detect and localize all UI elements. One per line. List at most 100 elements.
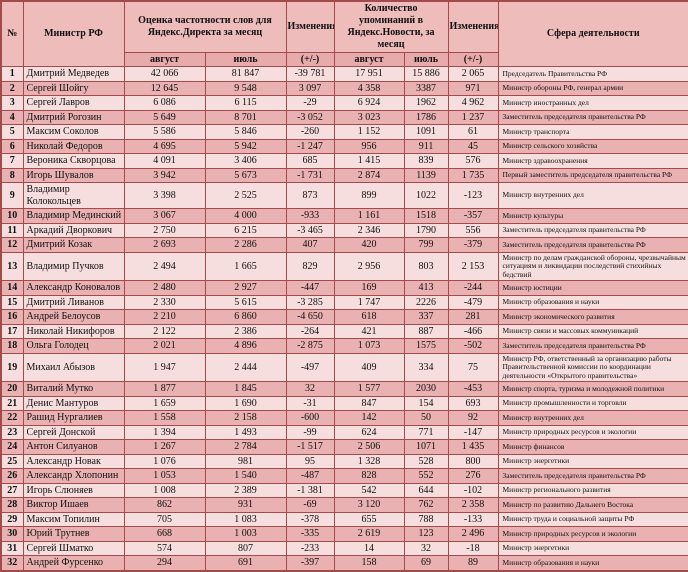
cell-sphere: Министр регионального развития bbox=[497, 482, 688, 498]
cell-news-august: 624 bbox=[333, 424, 405, 440]
cell-rank: 26 bbox=[0, 468, 24, 484]
cell-rank: 10 bbox=[0, 208, 24, 224]
cell-rank: 24 bbox=[0, 439, 24, 455]
cell-news-july: 15 886 bbox=[403, 66, 449, 82]
cell-news-change: -123 bbox=[447, 182, 499, 209]
cell-direct-july: 1 690 bbox=[204, 395, 287, 411]
cell-news-august: 420 bbox=[333, 237, 405, 253]
cell-sphere: Министр образования и науки bbox=[497, 555, 688, 571]
cell-direct-august: 5 649 bbox=[123, 109, 206, 125]
cell-minister-name: Андрей Белоусов bbox=[22, 309, 125, 325]
subheader-july-direct: июль bbox=[204, 52, 287, 67]
cell-direct-july: 81 847 bbox=[204, 66, 287, 82]
table-row: 13 Владимир Пучков 2 494 1 665 829 2 956… bbox=[0, 251, 688, 281]
cell-direct-august: 1 267 bbox=[123, 439, 206, 455]
header-news-group: Количество упоминаний в Яндекс.Новости, … bbox=[333, 0, 449, 53]
cell-news-august: 409 bbox=[333, 352, 405, 382]
cell-direct-july: 8 701 bbox=[204, 109, 287, 125]
cell-direct-july: 2 386 bbox=[204, 323, 287, 339]
cell-rank: 4 bbox=[0, 109, 24, 125]
table-row: 20 Виталий Мутко 1 877 1 845 32 1 577 20… bbox=[0, 381, 688, 397]
cell-direct-change: -933 bbox=[285, 208, 335, 224]
cell-news-august: 956 bbox=[333, 138, 405, 154]
cell-rank: 11 bbox=[0, 222, 24, 238]
cell-direct-change: -1 731 bbox=[285, 167, 335, 183]
cell-sphere: Заместитель председателя правительства Р… bbox=[497, 338, 688, 354]
cell-news-change: 89 bbox=[447, 555, 499, 571]
cell-direct-july: 2 444 bbox=[204, 352, 287, 382]
cell-news-july: 154 bbox=[403, 395, 449, 411]
cell-news-change: -133 bbox=[447, 511, 499, 527]
cell-direct-august: 2 122 bbox=[123, 323, 206, 339]
cell-direct-august: 2 480 bbox=[123, 280, 206, 296]
cell-minister-name: Владимир Мединский bbox=[22, 208, 125, 224]
cell-minister-name: Михаил Абызов bbox=[22, 352, 125, 382]
cell-news-july: 1091 bbox=[403, 124, 449, 140]
cell-news-change: -453 bbox=[447, 381, 499, 397]
cell-news-july: 1790 bbox=[403, 222, 449, 238]
table-row: 17 Николай Никифоров 2 122 2 386 -264 42… bbox=[0, 323, 688, 339]
cell-direct-change: -264 bbox=[285, 323, 335, 339]
cell-news-august: 1 161 bbox=[333, 208, 405, 224]
cell-direct-august: 705 bbox=[123, 511, 206, 527]
cell-direct-august: 1 947 bbox=[123, 352, 206, 382]
cell-minister-name: Виталий Мутко bbox=[22, 381, 125, 397]
cell-rank: 8 bbox=[0, 167, 24, 183]
table-row: 30 Юрий Трутнев 668 1 003 -335 2 619 123… bbox=[0, 526, 688, 542]
cell-rank: 25 bbox=[0, 453, 24, 469]
cell-news-august: 421 bbox=[333, 323, 405, 339]
cell-direct-change: 873 bbox=[285, 182, 335, 209]
table-row: 5 Максим Соколов 5 586 5 846 -260 1 152 … bbox=[0, 124, 688, 140]
cell-rank: 12 bbox=[0, 237, 24, 253]
table-row: 12 Дмитрий Козак 2 693 2 286 407 420 799… bbox=[0, 237, 688, 253]
table-row: 31 Сергей Шматко 574 807 -233 14 32 -18 … bbox=[0, 540, 688, 556]
cell-direct-july: 2 286 bbox=[204, 237, 287, 253]
cell-minister-name: Вероника Скворцова bbox=[22, 153, 125, 169]
table-row: 19 Михаил Абызов 1 947 2 444 -497 409 33… bbox=[0, 352, 688, 382]
cell-direct-august: 1 394 bbox=[123, 424, 206, 440]
cell-sphere: Первый заместитель председателя правител… bbox=[497, 167, 688, 183]
cell-news-july: 771 bbox=[403, 424, 449, 440]
table-row: 22 Рашид Нургалиев 1 558 2 158 -600 142 … bbox=[0, 410, 688, 426]
table-row: 9 Владимир Колокольцев 3 398 2 525 873 8… bbox=[0, 182, 688, 209]
cell-direct-july: 981 bbox=[204, 453, 287, 469]
cell-news-july: 1071 bbox=[403, 439, 449, 455]
cell-rank: 7 bbox=[0, 153, 24, 169]
cell-direct-july: 1 665 bbox=[204, 251, 287, 281]
cell-direct-change: -335 bbox=[285, 526, 335, 542]
cell-minister-name: Николай Федоров bbox=[22, 138, 125, 154]
subheader-august-direct: август bbox=[123, 52, 206, 67]
cell-direct-august: 4 695 bbox=[123, 138, 206, 154]
cell-minister-name: Виктор Ишаев bbox=[22, 497, 125, 513]
table-row: 3 Сергей Лавров 6 086 6 115 -29 6 924 19… bbox=[0, 95, 688, 111]
cell-minister-name: Антон Силуанов bbox=[22, 439, 125, 455]
cell-news-change: 4 962 bbox=[447, 95, 499, 111]
cell-direct-change: 3 097 bbox=[285, 80, 335, 96]
cell-direct-august: 4 091 bbox=[123, 153, 206, 169]
cell-news-change: 800 bbox=[447, 453, 499, 469]
cell-sphere: Министр природных ресурсов и экологии bbox=[497, 424, 688, 440]
cell-news-july: 69 bbox=[403, 555, 449, 571]
cell-minister-name: Дмитрий Козак bbox=[22, 237, 125, 253]
cell-news-change: 2 496 bbox=[447, 526, 499, 542]
cell-direct-august: 12 645 bbox=[123, 80, 206, 96]
cell-news-august: 3 023 bbox=[333, 109, 405, 125]
cell-news-change: -147 bbox=[447, 424, 499, 440]
header-minister: Министр РФ bbox=[22, 0, 125, 67]
cell-news-change: 693 bbox=[447, 395, 499, 411]
cell-sphere: Министр внутренних дел bbox=[497, 410, 688, 426]
cell-direct-july: 6 115 bbox=[204, 95, 287, 111]
cell-direct-july: 1 083 bbox=[204, 511, 287, 527]
cell-direct-change: 407 bbox=[285, 237, 335, 253]
cell-sphere: Министр труда и социальной защиты РФ bbox=[497, 511, 688, 527]
cell-news-change: 2 065 bbox=[447, 66, 499, 82]
cell-direct-july: 1 493 bbox=[204, 424, 287, 440]
cell-news-july: 1139 bbox=[403, 167, 449, 183]
cell-minister-name: Сергей Лавров bbox=[22, 95, 125, 111]
cell-direct-change: -233 bbox=[285, 540, 335, 556]
cell-news-july: 50 bbox=[403, 410, 449, 426]
cell-minister-name: Игорь Слюняев bbox=[22, 482, 125, 498]
cell-news-change: -466 bbox=[447, 323, 499, 339]
cell-news-july: 788 bbox=[403, 511, 449, 527]
cell-rank: 9 bbox=[0, 182, 24, 209]
